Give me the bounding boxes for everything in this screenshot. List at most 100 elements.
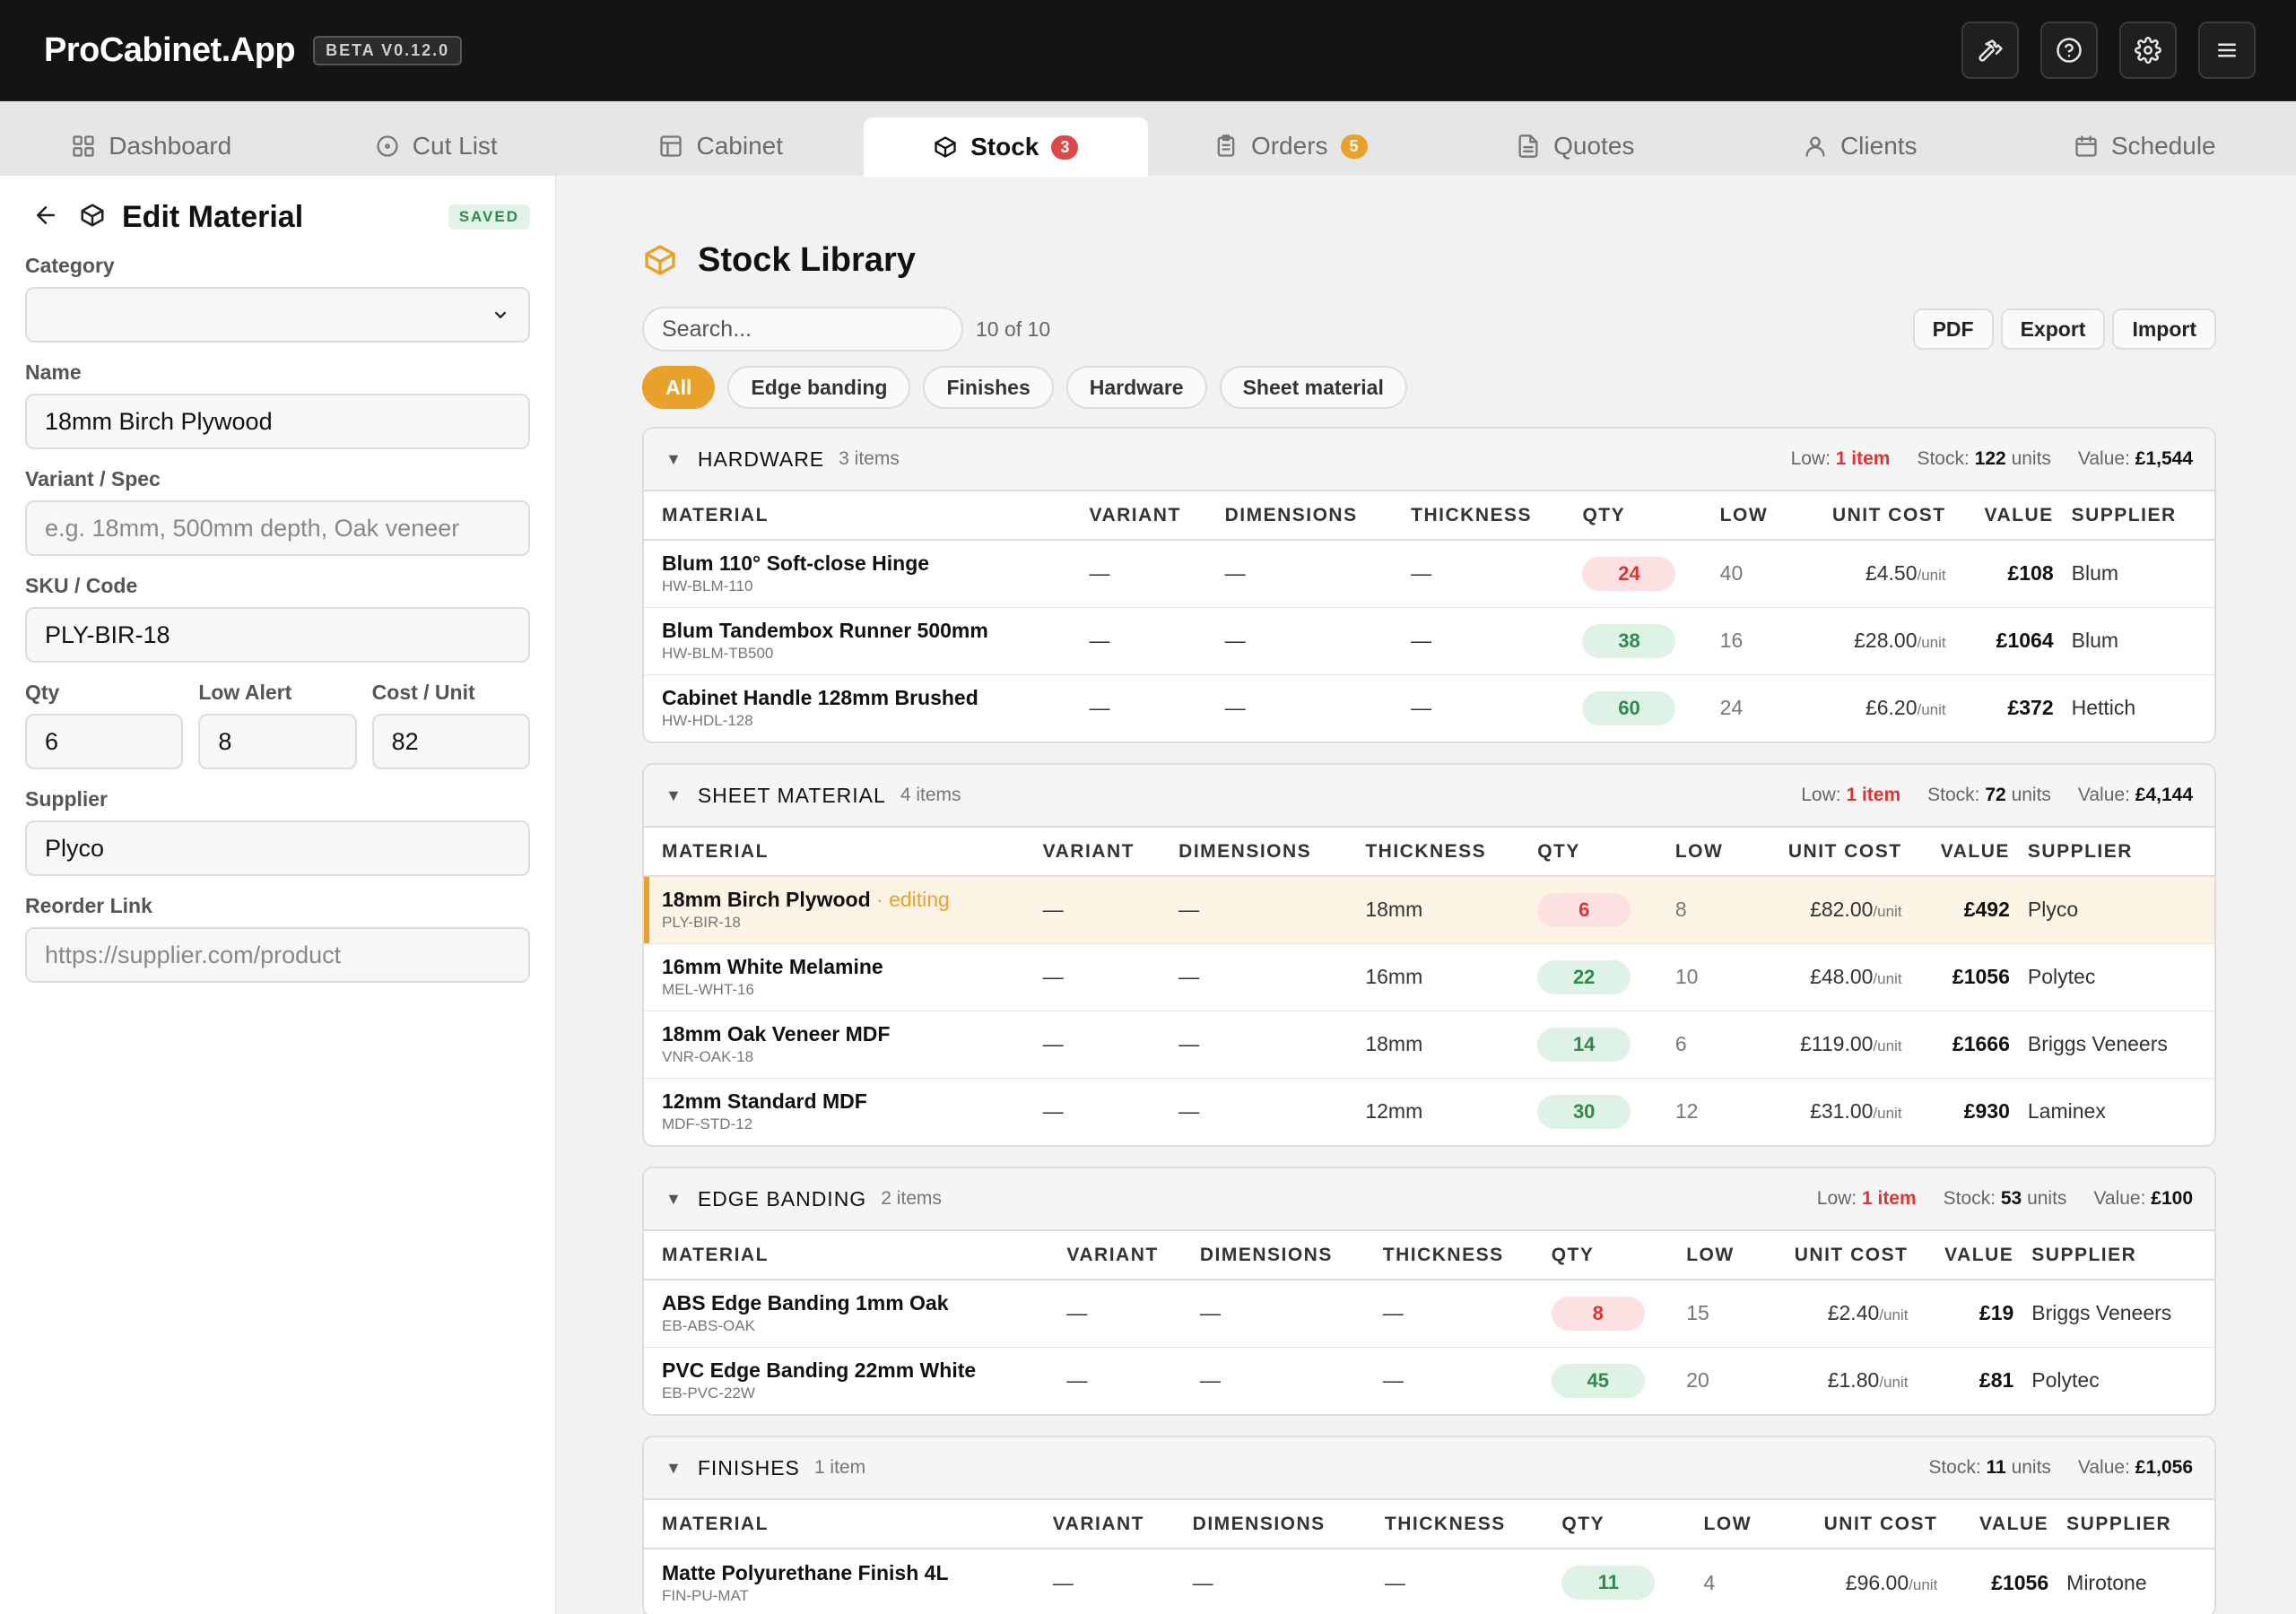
table-row[interactable]: 16mm White Melamine MEL-WHT-16 — — 16mm … [644, 943, 2214, 1011]
table-row[interactable]: PVC Edge Banding 22mm White EB-PVC-22W —… [644, 1347, 2214, 1414]
column-header-dimensions[interactable]: DIMENSIONS [1170, 828, 1357, 877]
column-header-value[interactable]: VALUE [1946, 1500, 2058, 1549]
stock-table: MATERIAL VARIANT DIMENSIONS THICKNESS QTY LOW… [644, 491, 2214, 742]
column-header-qty[interactable]: QTY [1552, 1500, 1695, 1549]
caret-down-icon[interactable]: ▼ [665, 1189, 682, 1208]
table-row[interactable]: ABS Edge Banding 1mm Oak EB-ABS-OAK — — … [644, 1280, 2214, 1348]
column-header-unit-cost[interactable]: UNIT COST [1747, 828, 1911, 877]
variant-input[interactable] [25, 500, 530, 556]
column-header-low[interactable]: LOW [1710, 491, 1793, 541]
column-header-unit-cost[interactable]: UNIT COST [1779, 1500, 1947, 1549]
cost-input[interactable] [371, 714, 530, 769]
column-header-low[interactable]: LOW [1665, 828, 1748, 877]
supplier-cell: Plyco [2018, 876, 2214, 944]
user-icon [1805, 136, 1825, 157]
column-header-unit-cost[interactable]: UNIT COST [1757, 1231, 1918, 1280]
column-header-qty[interactable]: QTY [1573, 491, 1711, 541]
column-header-thickness[interactable]: THICKNESS [1375, 1500, 1553, 1549]
group-header[interactable]: ▼ SHEET MATERIAL 4 items Low: 1 item Stoc… [644, 765, 2214, 828]
low-alert-input[interactable] [198, 714, 357, 769]
column-header-supplier[interactable]: SUPPLIER [2062, 491, 2214, 541]
table-row[interactable]: 18mm Oak Veneer MDF VNR-OAK-18 — — 18mm … [644, 1011, 2214, 1079]
settings-button[interactable] [2119, 22, 2177, 79]
app-title[interactable]: ProCabinet.App [44, 30, 296, 69]
column-header-qty[interactable]: QTY [1542, 1231, 1678, 1280]
filter-edge-banding[interactable]: Edge banding [727, 366, 911, 409]
qty-cell: 45 [1543, 1347, 1678, 1414]
column-header-variant[interactable]: VARIANT [1043, 1500, 1184, 1549]
column-header-value[interactable]: VALUE [1910, 828, 2019, 877]
category-select[interactable] [25, 287, 530, 343]
column-header-supplier[interactable]: SUPPLIER [2057, 1500, 2214, 1549]
value-cell: £19 [1917, 1280, 2023, 1348]
qty-badge: 6 [1537, 892, 1631, 927]
tools-button[interactable] [1961, 22, 2019, 79]
column-header-qty[interactable]: QTY [1528, 828, 1666, 877]
table-row[interactable]: Blum Tandembox Runner 500mm HW-BLM-TB500… [644, 607, 2214, 675]
low-alert-label: Low Alert [198, 681, 292, 704]
column-header-thickness[interactable]: THICKNESS [1402, 491, 1574, 541]
import-button[interactable]: Import [2112, 308, 2216, 350]
tab-cut-list[interactable]: Cut List [294, 101, 579, 177]
column-header-supplier[interactable]: SUPPLIER [2022, 1231, 2214, 1280]
column-header-low[interactable]: LOW [1694, 1500, 1779, 1549]
back-button[interactable] [32, 202, 59, 233]
column-header-thickness[interactable]: THICKNESS [1373, 1231, 1543, 1280]
supplier-input[interactable] [25, 820, 530, 876]
value-cell: £930 [1963, 1099, 2010, 1124]
menu-button[interactable] [2198, 22, 2256, 79]
column-header-material[interactable]: MATERIAL [644, 1231, 1058, 1280]
table-row[interactable]: 12mm Standard MDF MDF-STD-12 — — 12mm 30… [644, 1078, 2214, 1145]
group-header[interactable]: ▼ EDGE BANDING 2 items Low: 1 item Stock:… [644, 1168, 2214, 1231]
filter-hardware[interactable]: Hardware [1065, 366, 1207, 409]
table-row[interactable]: Matte Polyurethane Finish 4L FIN-PU-MAT … [644, 1549, 2214, 1614]
group-stats: Low: 1 item Stock: 53 units Value: £100 [1817, 1188, 2193, 1210]
column-header-unit-cost[interactable]: UNIT COST [1792, 491, 1955, 541]
tab-quotes[interactable]: Quotes [1433, 101, 1718, 177]
tab-orders[interactable]: Orders 5 [1148, 101, 1433, 177]
caret-down-icon[interactable]: ▼ [665, 785, 682, 804]
filter-all[interactable]: All [642, 366, 716, 409]
export-button[interactable]: Export [2000, 308, 2106, 350]
tab-cabinet[interactable]: Cabinet [578, 101, 864, 177]
qty-input[interactable] [25, 714, 184, 769]
saved-badge: SAVED [448, 204, 530, 230]
column-header-variant[interactable]: VARIANT [1033, 828, 1170, 877]
column-header-material[interactable]: MATERIAL [644, 1500, 1044, 1549]
pdf-button[interactable]: PDF [1912, 308, 1994, 350]
filter-sheet-material[interactable]: Sheet material [1219, 366, 1407, 409]
sku-input[interactable] [25, 607, 530, 663]
stock-group-edge-banding: ▼ EDGE BANDING 2 items Low: 1 item Stock:… [642, 1167, 2216, 1416]
filter-finishes[interactable]: Finishes [923, 366, 1054, 409]
column-header-value[interactable]: VALUE [1954, 491, 2063, 541]
group-header[interactable]: ▼ FINISHES 1 item Stock: 11 units Value: … [644, 1437, 2214, 1500]
column-header-dimensions[interactable]: DIMENSIONS [1183, 1500, 1376, 1549]
column-header-supplier[interactable]: SUPPLIER [2018, 828, 2214, 877]
column-header-variant[interactable]: VARIANT [1080, 491, 1216, 541]
stock-stat-value: 11 [1986, 1457, 2006, 1478]
tab-schedule[interactable]: Schedule [2003, 101, 2288, 177]
table-row[interactable]: 18mm Birch Plywood · editing PLY-BIR-18 —… [644, 876, 2214, 944]
column-header-variant[interactable]: VARIANT [1057, 1231, 1191, 1280]
table-row[interactable]: Blum 110° Soft-close Hinge HW-BLM-110 — … [644, 540, 2214, 608]
column-header-dimensions[interactable]: DIMENSIONS [1190, 1231, 1374, 1280]
column-header-thickness[interactable]: THICKNESS [1356, 828, 1529, 877]
column-header-material[interactable]: MATERIAL [644, 491, 1081, 541]
material-sku: EB-PVC-22W [662, 1384, 755, 1402]
table-row[interactable]: Cabinet Handle 128mm Brushed HW-HDL-128 … [644, 674, 2214, 742]
tab-stock[interactable]: Stock 3 [863, 117, 1148, 177]
reorder-link-input[interactable] [25, 927, 530, 983]
column-header-low[interactable]: LOW [1677, 1231, 1758, 1280]
tab-clients[interactable]: Clients [1718, 101, 2003, 177]
name-input[interactable] [25, 394, 530, 449]
material-name: Cabinet Handle 128mm Brushed [662, 686, 1072, 710]
caret-down-icon[interactable]: ▼ [665, 449, 682, 468]
column-header-dimensions[interactable]: DIMENSIONS [1215, 491, 1403, 541]
help-button[interactable] [2040, 22, 2098, 79]
tab-dashboard[interactable]: Dashboard [9, 101, 294, 177]
search-input[interactable] [642, 307, 963, 351]
column-header-value[interactable]: VALUE [1917, 1231, 2023, 1280]
caret-down-icon[interactable]: ▼ [665, 1458, 682, 1477]
column-header-material[interactable]: MATERIAL [644, 828, 1034, 877]
group-header[interactable]: ▼ HARDWARE 3 items Low: 1 item Stock: 122… [644, 429, 2214, 491]
